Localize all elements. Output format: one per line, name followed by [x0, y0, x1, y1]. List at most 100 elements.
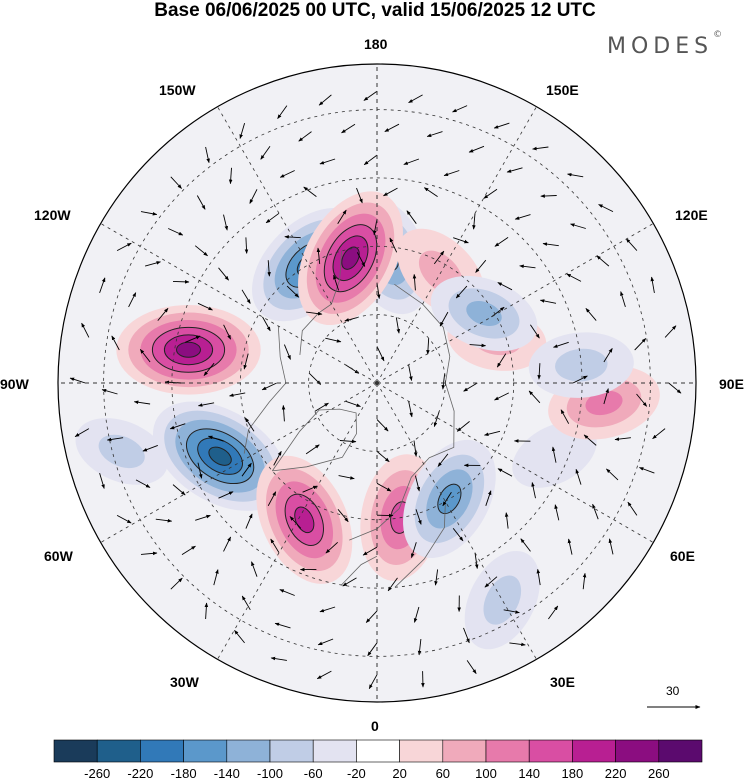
wind-vector — [281, 404, 286, 422]
wind-vector — [415, 509, 422, 525]
wind-vector — [437, 453, 449, 467]
wind-vector — [434, 569, 439, 586]
coastline — [349, 283, 455, 541]
wind-vector — [356, 187, 363, 204]
wind-vector — [157, 307, 169, 321]
lon-label-30e: 30E — [550, 674, 575, 690]
latitude-circle — [171, 177, 583, 589]
wind-vector — [441, 373, 446, 390]
wind-vector — [111, 335, 120, 351]
wind-vector — [140, 211, 158, 216]
wind-vector — [99, 277, 106, 294]
wind-vector — [341, 123, 356, 134]
wind-vector — [325, 541, 339, 554]
wind-vector — [413, 606, 420, 623]
wind-vector — [469, 343, 487, 348]
coastline — [341, 555, 378, 586]
wind-vector — [319, 158, 336, 165]
reference-vector-label: 30 — [666, 684, 680, 698]
anomaly-contour — [176, 341, 201, 358]
wind-vector — [367, 642, 378, 657]
wind-vector — [453, 237, 469, 244]
wind-vector-layer — [69, 90, 682, 690]
wind-vector — [423, 187, 438, 197]
wind-vector — [519, 264, 536, 269]
wind-vector — [668, 382, 682, 394]
wind-vector — [101, 388, 118, 395]
wind-vector — [204, 602, 209, 620]
colorbar-swatch — [226, 739, 271, 763]
colorbar-swatch — [485, 739, 530, 763]
wind-vector — [463, 382, 478, 392]
coastline — [271, 408, 357, 472]
map-boundary — [57, 63, 697, 703]
wind-vector — [228, 167, 233, 185]
colorbar-swatch — [269, 739, 314, 763]
wind-vector — [417, 638, 422, 656]
wind-vector — [267, 491, 277, 507]
wind-vector — [542, 242, 559, 247]
wind-vector — [627, 501, 638, 516]
colorbar-swatch — [183, 739, 228, 763]
wind-vector — [554, 504, 560, 521]
wind-vector — [474, 552, 479, 569]
wind-vector — [484, 430, 501, 436]
colorbar-swatch — [399, 739, 444, 763]
coastline — [243, 325, 287, 454]
colorbar-tick-label: -140 — [213, 766, 240, 781]
wind-vector — [652, 428, 666, 440]
wind-vector — [389, 237, 398, 253]
wind-vector — [548, 605, 559, 620]
colorbar-swatch — [658, 739, 703, 763]
wind-vector — [196, 195, 206, 210]
wind-vector — [363, 90, 378, 101]
colorbar-swatch — [53, 739, 98, 763]
wind-vector — [368, 674, 378, 690]
wind-vector — [277, 105, 288, 119]
wind-vector — [69, 377, 86, 384]
wind-vector — [356, 252, 366, 267]
coastline — [299, 250, 342, 355]
wind-vector — [539, 299, 557, 304]
wind-vector — [197, 402, 215, 407]
wind-vector — [530, 324, 540, 339]
wind-vector — [566, 273, 582, 282]
wind-vector — [664, 325, 677, 338]
anomaly-contour — [483, 575, 522, 625]
wind-vector — [426, 338, 430, 355]
wind-vector — [650, 276, 655, 293]
wind-vector — [169, 423, 186, 430]
anomaly-blob — [75, 418, 168, 485]
wind-vector — [223, 324, 232, 340]
wind-vector — [135, 479, 151, 488]
colorbar-tick-label: 180 — [561, 766, 584, 781]
wind-vector — [384, 123, 400, 132]
wind-vector — [408, 94, 423, 103]
wind-vector — [218, 491, 234, 499]
wind-vector — [583, 434, 597, 446]
wind-vector — [283, 344, 291, 360]
wind-vector — [142, 444, 158, 452]
lon-label-150e: 150E — [546, 82, 579, 98]
graticule — [58, 64, 696, 702]
wind-vector — [279, 170, 295, 178]
wind-vector — [514, 214, 531, 220]
anomaly-contour — [98, 434, 145, 469]
wind-vector — [472, 213, 476, 230]
wind-vector — [485, 490, 492, 506]
wind-vector — [466, 660, 477, 674]
wind-vector — [452, 528, 464, 542]
lon-label-150w: 150W — [159, 82, 196, 98]
modes-logo: MODES© — [607, 30, 722, 59]
wind-vector — [302, 485, 318, 493]
colorbar-swatch — [615, 739, 660, 763]
wind-vector — [337, 509, 349, 523]
wind-vector — [608, 538, 614, 555]
wind-vector — [570, 223, 586, 229]
wind-vector — [289, 516, 302, 529]
wind-vector — [497, 468, 513, 477]
wind-vector — [504, 512, 509, 529]
wind-vector — [337, 209, 347, 224]
wind-vector — [413, 440, 418, 457]
